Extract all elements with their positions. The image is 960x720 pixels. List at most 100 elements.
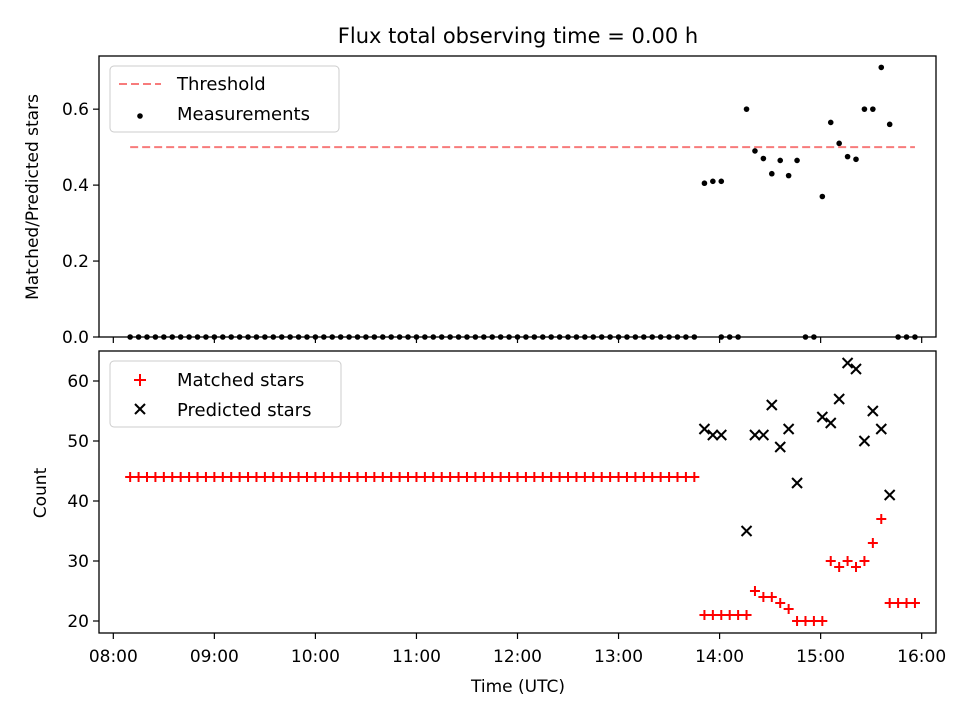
- predicted-star-point: [766, 399, 778, 411]
- matched-star-point: [217, 472, 228, 482]
- matched-star-point: [141, 472, 152, 482]
- measurement-point: [203, 334, 209, 340]
- measurement-point: [794, 157, 800, 164]
- matched-star-point: [411, 472, 422, 482]
- measurement-point: [228, 334, 235, 340]
- measurement-point: [726, 334, 733, 340]
- measurement-point: [489, 334, 496, 340]
- measurement-point: [523, 334, 529, 340]
- measurement-point: [853, 156, 859, 163]
- matched-star-point: [310, 472, 321, 482]
- x-tick-label: 16:00: [897, 647, 946, 667]
- matched-star-point: [537, 472, 548, 482]
- measurement-point: [735, 334, 741, 340]
- measurement-point: [743, 106, 750, 112]
- predicted-star-point: [698, 423, 711, 435]
- measurement-point: [886, 121, 893, 128]
- measurement-point: [590, 334, 597, 340]
- measurement-point: [683, 334, 689, 340]
- measurement-point: [598, 334, 605, 340]
- matched-star-point: [445, 472, 456, 482]
- measurement-point: [691, 334, 698, 340]
- x-tick-label: 10:00: [291, 647, 340, 667]
- matched-star-point: [394, 472, 405, 482]
- x-tick-label: 12:00: [493, 647, 542, 667]
- measurement-point: [802, 334, 809, 340]
- bottom-legend-box: [109, 360, 342, 428]
- bottom-y-tick-label: 30: [67, 552, 89, 572]
- matched-star-point: [184, 472, 195, 482]
- matched-star-point: [842, 556, 853, 566]
- predicted-star-point: [841, 357, 854, 369]
- measurement-point: [144, 334, 150, 340]
- measurement-point: [497, 334, 504, 340]
- matched-star-point: [150, 472, 161, 482]
- predicted-star-point: [867, 405, 879, 417]
- predicted-star-point: [715, 429, 727, 441]
- measurement-point: [405, 334, 411, 340]
- matched-star-point: [588, 472, 599, 482]
- matched-star-point: [893, 598, 904, 608]
- matched-star-point: [851, 562, 862, 572]
- top-y-tick-label: 0.4: [62, 176, 89, 196]
- matched-star-point: [647, 472, 658, 482]
- matched-star-point: [478, 472, 489, 482]
- measurement-point: [718, 334, 725, 340]
- matched-star-point: [352, 472, 363, 482]
- measurement-point: [514, 334, 521, 340]
- measurement-point: [878, 64, 885, 71]
- matched-star-point: [909, 598, 920, 608]
- matched-star-point: [792, 616, 803, 626]
- matched-star-point: [834, 562, 845, 572]
- measurement-point: [481, 334, 487, 340]
- measurement-point: [777, 157, 784, 164]
- matched-star-point: [733, 610, 744, 620]
- predicted-star-point: [850, 363, 862, 375]
- measurement-point: [912, 334, 918, 340]
- measurements-legend-swatch: [137, 113, 143, 119]
- measurement-point: [152, 334, 159, 340]
- matched-star-point: [546, 472, 557, 482]
- matched-star-point: [175, 472, 186, 482]
- predicted-star-point: [825, 417, 837, 429]
- matched-star-point: [453, 472, 464, 482]
- measurement-point: [870, 106, 876, 112]
- measurement-point: [607, 334, 613, 340]
- measurement-point: [371, 334, 378, 340]
- measurement-point: [718, 178, 725, 185]
- chart-title: Flux total observing time = 0.00 h: [338, 24, 698, 48]
- predicted-star-point: [782, 423, 795, 435]
- matched-star-point: [520, 472, 531, 482]
- matched-star-point: [470, 472, 481, 482]
- matched-star-point: [209, 472, 220, 482]
- x-tick-label: 11:00: [392, 647, 441, 667]
- x-tick-label: 15:00: [796, 647, 845, 667]
- matched-star-point: [758, 592, 769, 602]
- measurement-point: [464, 334, 470, 340]
- matched-star-point: [766, 592, 777, 602]
- measurement-point: [666, 334, 672, 340]
- measurement-point: [194, 334, 201, 340]
- matched-star-point: [495, 472, 506, 482]
- matched-star-point: [621, 472, 632, 482]
- bottom-panel: 08:00 09:00 10:00 11:00 12:00 13:00 14:00 15:00…: [31, 350, 946, 667]
- measurement-point: [895, 334, 901, 340]
- bottom-legend: Matched stars Predicted stars: [109, 360, 342, 428]
- measurement-point: [295, 334, 302, 340]
- predicted-star-point: [816, 411, 829, 423]
- matched-star-point: [344, 472, 355, 482]
- matched-star-point: [386, 472, 397, 482]
- measurement-point: [760, 155, 767, 162]
- matched-star-point: [808, 616, 819, 626]
- matched-star-point: [504, 472, 515, 482]
- matched-star-point: [200, 472, 211, 482]
- measurement-point: [127, 334, 133, 340]
- matched-star-point: [259, 472, 270, 482]
- measurement-point: [354, 334, 361, 340]
- matched-star-point: [800, 616, 811, 626]
- measurements-legend-label: Measurements: [177, 104, 310, 125]
- measurement-point: [615, 334, 622, 340]
- predicted-star-point: [833, 393, 845, 405]
- measurement-point: [304, 334, 310, 340]
- matched-star-point: [596, 472, 607, 482]
